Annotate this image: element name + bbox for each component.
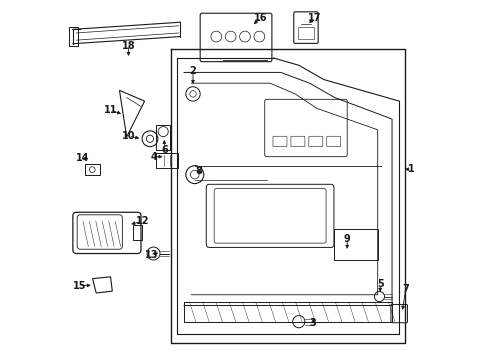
Text: 6: 6	[161, 144, 168, 154]
Text: 13: 13	[145, 250, 158, 260]
Text: 16: 16	[254, 13, 268, 23]
Text: 17: 17	[308, 13, 321, 23]
Text: 3: 3	[310, 319, 317, 328]
Text: 15: 15	[73, 281, 86, 291]
Text: 7: 7	[402, 284, 409, 294]
Text: 10: 10	[122, 131, 135, 141]
Text: 9: 9	[344, 234, 350, 244]
Text: 8: 8	[195, 166, 202, 176]
Text: 11: 11	[104, 105, 117, 115]
Text: 14: 14	[76, 153, 90, 163]
Text: 4: 4	[150, 152, 157, 162]
Text: 18: 18	[122, 41, 135, 50]
Text: 5: 5	[377, 279, 384, 289]
Text: 2: 2	[190, 66, 196, 76]
Text: 1: 1	[408, 164, 415, 174]
Text: 12: 12	[136, 216, 149, 226]
